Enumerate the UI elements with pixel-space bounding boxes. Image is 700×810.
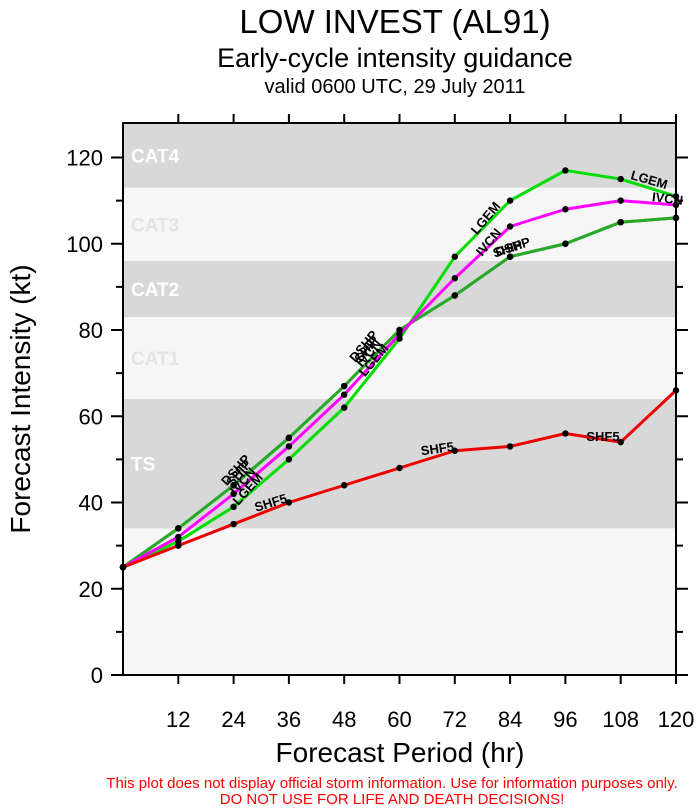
point-ship-108hr [617, 218, 624, 226]
point-ship-84hr [506, 253, 514, 260]
x-tick-label-120: 120 [658, 707, 695, 732]
point-lgem-108hr [617, 175, 624, 183]
point-lgem-84hr [506, 197, 514, 204]
x-tick-label-12: 12 [166, 707, 190, 732]
axis-ticks: 12 24 36 48 60 72 84 96 108 120 0 20 40 60 80 100 120 [66, 114, 694, 732]
point-ivcn-108hr [617, 197, 624, 204]
x-tick-label-48: 48 [332, 707, 356, 732]
point-ivcn-48hr [341, 391, 348, 398]
chart-title: LOW INVEST (AL91) [239, 3, 550, 40]
point-ship-12hr [175, 525, 182, 532]
band-label-cat2: CAT2 [131, 280, 179, 301]
point-ship-36hr [285, 434, 293, 442]
valid-time-line: valid 0600 UTC, 29 July 2011 [265, 76, 526, 98]
chart-subtitle: Early-cycle intensity guidance [217, 43, 573, 73]
point-ivcn-60hr [396, 331, 403, 338]
point-ivcn-12hr [175, 533, 182, 541]
y-axis-title: Forecast Intensity (kt) [5, 264, 36, 533]
point-shf5-36hr [285, 499, 293, 506]
point-ship-72hr [451, 292, 458, 299]
y-tick-label-100: 100 [66, 232, 103, 257]
x-tick-label-108: 108 [602, 707, 639, 732]
y-tick-label-0: 0 [91, 663, 103, 688]
point-shf5-108hr [617, 438, 624, 446]
point-ship-96hr [562, 240, 569, 247]
x-tick-label-36: 36 [277, 707, 301, 732]
point-shf5-72hr [451, 447, 458, 454]
category-band-cat3 [123, 187, 676, 261]
point-ship-24hr [230, 482, 237, 489]
point-shf5-60hr [396, 464, 403, 472]
point-ivcn-72hr [451, 275, 458, 282]
band-label-cat3: CAT3 [131, 215, 179, 236]
y-tick-label-20: 20 [79, 577, 103, 602]
point-lgem-96hr [562, 167, 569, 174]
category-band-cat2 [123, 261, 676, 318]
point-ivcn-96hr [562, 206, 569, 213]
point-ivcn-84hr [506, 223, 514, 230]
y-tick-label-120: 120 [66, 146, 103, 171]
x-tick-label-60: 60 [387, 707, 411, 732]
line-label-shf5-9: SHF5 [420, 439, 455, 458]
point-shf5-84hr [506, 443, 514, 450]
x-tick-label-72: 72 [443, 707, 467, 732]
line-label-ivcn-16: IVCN [651, 189, 684, 208]
x-axis-title: Forecast Period (hr) [276, 737, 525, 768]
y-tick-label-80: 80 [79, 318, 103, 343]
category-bands: TS CAT1 CAT2 CAT3 CAT4 [123, 123, 676, 675]
band-label-cat1: CAT1 [131, 349, 180, 370]
x-tick-label-24: 24 [221, 707, 245, 732]
x-tick-label-96: 96 [553, 707, 577, 732]
point-ivcn-24hr [230, 490, 237, 498]
point-shf5-48hr [341, 482, 348, 489]
point-ivcn-36hr [285, 443, 293, 450]
plot-layers: TS CAT1 CAT2 CAT3 CAT4 12 24 36 48 60 72 84 96 108 120… [66, 114, 694, 732]
disclaimer-line-1: This plot does not display official stor… [106, 775, 677, 792]
point-shf5-12hr [175, 542, 182, 549]
category-band-ts [123, 399, 676, 529]
point-lgem-72hr [451, 253, 458, 260]
point-ship-48hr [341, 382, 348, 390]
point-lgem-48hr [341, 404, 348, 411]
point-shf5-24hr [230, 520, 237, 528]
point-shf5-96hr [562, 430, 569, 437]
y-tick-label-40: 40 [79, 491, 103, 516]
point-lgem-24hr [230, 503, 237, 511]
category-band-cat4 [123, 123, 676, 188]
x-tick-label-84: 84 [498, 707, 522, 732]
y-tick-label-60: 60 [79, 404, 103, 429]
band-label-cat4: CAT4 [131, 146, 180, 167]
disclaimer-line-2: DO NOT USE FOR LIFE AND DEATH DECISIONS! [220, 791, 565, 808]
line-label-shf5-14: SHF5 [586, 429, 619, 444]
band-label-ts: TS [131, 455, 155, 476]
point-lgem-36hr [285, 456, 293, 463]
category-band [123, 528, 676, 675]
